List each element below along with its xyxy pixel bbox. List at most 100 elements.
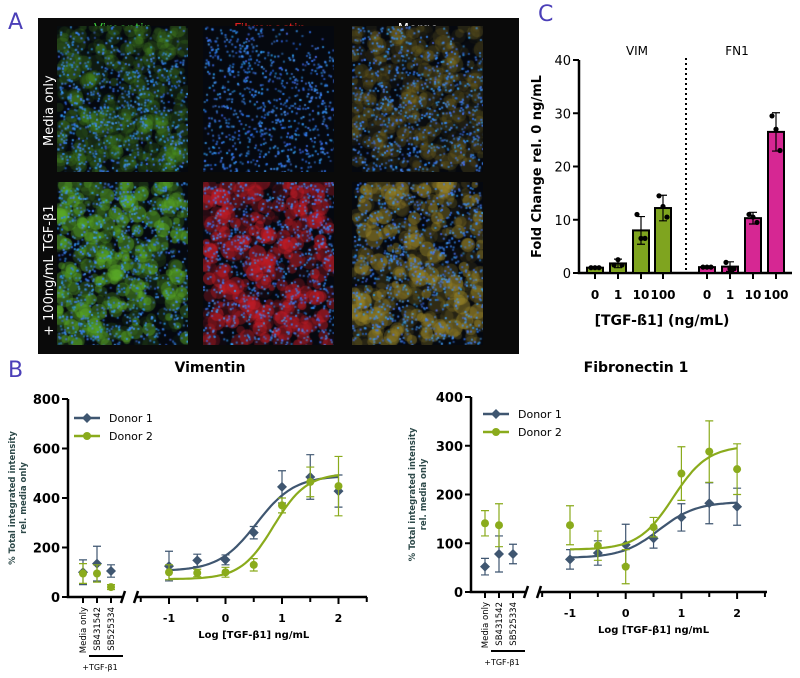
control-point-donor-2 — [107, 583, 115, 592]
x-tick-label: 1 — [726, 288, 734, 302]
panel-b-letter: B — [8, 358, 24, 383]
x-tick-label: 100 — [763, 288, 788, 302]
control-point-donor-2 — [481, 519, 489, 528]
data-point-donor-2 — [165, 568, 173, 577]
replicate-point — [642, 235, 648, 241]
bar-fn1 — [744, 217, 762, 274]
legend-marker — [82, 413, 92, 423]
data-point-donor-1 — [704, 498, 715, 509]
x-tick-label: 0 — [222, 612, 230, 625]
data-point-donor-2 — [649, 523, 658, 532]
y-tick-label: 300 — [436, 440, 463, 455]
y-tick-label: 40 — [554, 54, 571, 69]
y-tick-label: 0 — [51, 591, 60, 606]
legend-label: Donor 2 — [109, 430, 153, 443]
x-tick-label: 100 — [650, 288, 675, 302]
replicate-point — [731, 266, 737, 272]
replicate-point — [656, 193, 662, 199]
legend-label: Donor 2 — [518, 426, 562, 439]
micrograph-fibronectin-tgf — [203, 182, 334, 345]
y-tick-label: 400 — [33, 492, 60, 507]
panel-c-letter: C — [538, 2, 554, 27]
replicate-point — [777, 147, 783, 154]
data-point-donor-2 — [193, 568, 202, 577]
legend-marker — [491, 409, 501, 419]
control-point-donor-1 — [494, 548, 504, 559]
replicate-point — [634, 211, 640, 218]
data-point-donor-2 — [705, 447, 714, 456]
y-axis-label: Fold Change rel. 0 ng/mL — [530, 75, 545, 258]
control-point-donor-2 — [495, 521, 503, 530]
replicate-point — [596, 265, 602, 271]
data-point-donor-1 — [732, 501, 743, 512]
replicate-point — [619, 262, 625, 268]
micrograph-vimentin-tgf — [57, 182, 188, 345]
y-tick-label: 100 — [436, 537, 463, 552]
x-tick-label: -1 — [163, 612, 175, 625]
data-point-donor-1 — [248, 527, 259, 538]
x-axis-label: Log [TGF-β1] ng/mL — [598, 625, 710, 636]
data-point-donor-1 — [648, 533, 659, 544]
y-axis-label: rel. media only — [419, 458, 429, 530]
micrograph-merge-media — [352, 26, 483, 172]
data-point-donor-2 — [621, 562, 630, 571]
data-point-donor-2 — [249, 560, 258, 569]
y-tick-label: 200 — [436, 489, 463, 504]
replicate-point — [727, 266, 733, 272]
replicate-point — [773, 126, 779, 132]
replicate-point — [750, 214, 756, 220]
chart-title: Fibronectin 1 — [584, 360, 689, 376]
x-tick-label: 0 — [622, 607, 630, 620]
category-label: SB525334 — [509, 602, 519, 646]
data-point-donor-2 — [334, 482, 343, 491]
data-point-donor-2 — [677, 469, 686, 478]
x-tick-label: 1 — [614, 288, 622, 302]
x-tick-label: -1 — [564, 607, 576, 620]
micrograph-vimentin-media — [57, 26, 188, 172]
group-label: FN1 — [725, 44, 749, 58]
replicate-point — [754, 219, 760, 226]
x-tick-label: 2 — [335, 612, 343, 625]
x-tick-label: 0 — [703, 288, 711, 302]
data-point-donor-2 — [306, 477, 315, 486]
bar-fn1 — [767, 130, 785, 274]
x-tick-label: 10 — [633, 288, 650, 302]
replicate-point — [704, 264, 710, 270]
legend-label: Donor 1 — [109, 412, 153, 425]
y-tick-label: 800 — [33, 393, 60, 408]
x-tick-label: 1 — [278, 612, 286, 625]
category-label: Media only — [481, 602, 491, 648]
y-tick-label: 0 — [454, 586, 463, 601]
x-axis-label: Log [TGF-β1] ng/mL — [198, 630, 310, 641]
replicate-point — [700, 264, 706, 270]
control-point-donor-2 — [79, 569, 87, 578]
replicate-point — [723, 259, 729, 265]
y-axis-label: % Total integrated intensity — [8, 431, 18, 565]
data-point-donor-1 — [565, 554, 575, 565]
data-point-donor-1 — [676, 512, 687, 523]
x-axis-label: [TGF-ß1] (ng/mL) — [595, 313, 730, 329]
y-tick-label: 10 — [554, 214, 571, 229]
data-point-donor-2 — [733, 465, 742, 474]
y-tick-label: 600 — [33, 443, 60, 458]
y-tick-label: 0 — [563, 267, 571, 282]
control-point-donor-1 — [480, 561, 490, 572]
y-tick-label: 30 — [554, 107, 571, 122]
y-axis-label: % Total integrated intensity — [408, 427, 418, 561]
legend-marker — [83, 432, 91, 440]
data-point-donor-1 — [277, 481, 287, 492]
control-point-donor-2 — [93, 569, 101, 578]
category-label: Media only — [79, 607, 89, 653]
y-tick-label: 20 — [554, 161, 571, 176]
data-point-donor-2 — [221, 568, 230, 577]
replicate-point — [611, 262, 617, 268]
group-label: VIM — [626, 44, 648, 58]
axis-break — [119, 590, 140, 604]
replicate-point — [746, 211, 752, 218]
replicate-point — [592, 265, 598, 271]
control-point-donor-1 — [508, 548, 518, 559]
replicate-point — [660, 203, 666, 210]
category-label: SB431542 — [93, 607, 103, 651]
replicate-point — [638, 235, 644, 241]
